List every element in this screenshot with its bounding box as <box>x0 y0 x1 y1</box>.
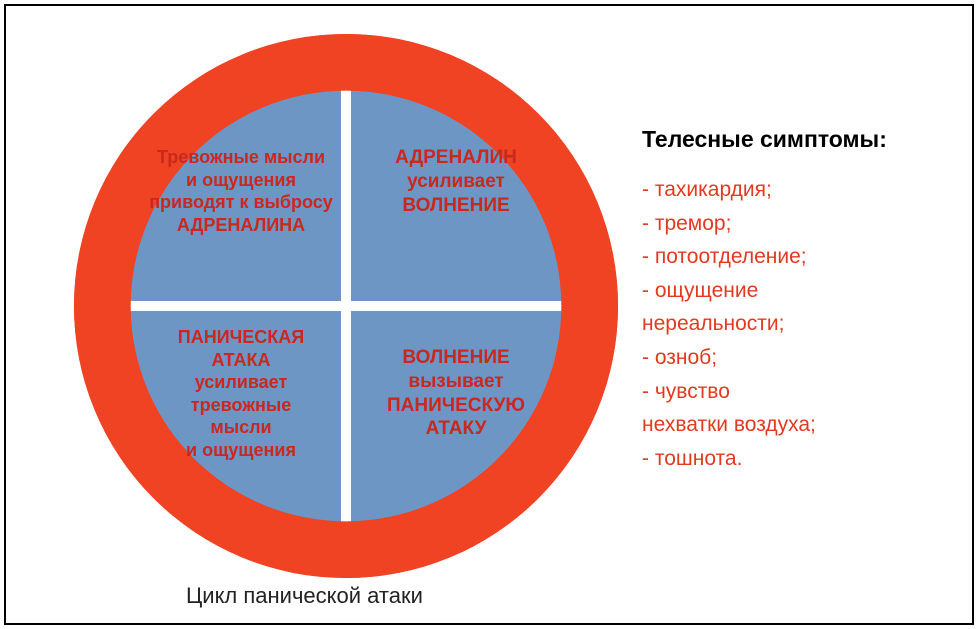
outer-frame: Тревожные мысли и ощущения приводят к вы… <box>4 4 974 625</box>
symptoms-panel: Телесные симптомы: - тахикардия; - тремо… <box>642 126 942 475</box>
quadrant-top-right: АДРЕНАЛИН усиливает ВОЛНЕНИЕ <box>366 146 546 217</box>
quadrant-top-left: Тревожные мысли и ощущения приводят к вы… <box>141 146 341 236</box>
cycle-svg <box>66 26 626 586</box>
symptoms-list: - тахикардия; - тремор; - потоотделение;… <box>642 173 942 475</box>
symptoms-title: Телесные симптомы: <box>642 126 942 153</box>
quadrant-bottom-left: ПАНИЧЕСКАЯ АТАКА усиливает тревожные мыс… <box>146 326 336 461</box>
quadrant-bottom-right: ВОЛНЕНИЕ вызывает ПАНИЧЕСКУЮ АТАКУ <box>366 346 546 441</box>
cycle-diagram: Тревожные мысли и ощущения приводят к вы… <box>66 26 626 586</box>
diagram-caption: Цикл панической атаки <box>186 583 423 609</box>
